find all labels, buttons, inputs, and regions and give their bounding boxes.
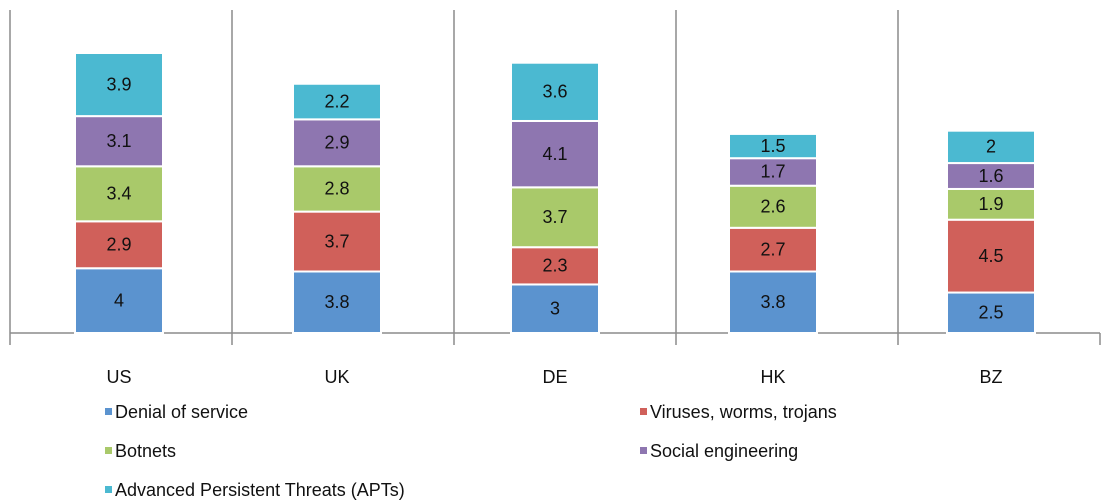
data-label: 3.7 — [542, 207, 567, 227]
data-label: 3.8 — [760, 292, 785, 312]
data-label: 3.7 — [324, 231, 349, 251]
data-label: 2.9 — [324, 133, 349, 153]
bar-segment — [510, 186, 600, 249]
bar-segment — [510, 119, 600, 189]
bar-segment — [292, 118, 382, 168]
legend-swatch — [105, 447, 112, 454]
bar-segment — [292, 270, 382, 334]
bar-segment — [510, 246, 600, 286]
data-label: 1.9 — [978, 194, 1003, 214]
data-label: 3.9 — [106, 74, 131, 94]
data-label: 2.7 — [760, 239, 785, 259]
data-label: 2.8 — [324, 179, 349, 199]
bar-segment — [292, 165, 382, 213]
data-label: 2.5 — [978, 303, 1003, 323]
bar-segment — [292, 210, 382, 273]
data-label: 3.6 — [542, 82, 567, 102]
legend-swatch — [640, 447, 647, 454]
legend-label: Advanced Persistent Threats (APTs) — [115, 480, 405, 500]
x-tick-label: DE — [542, 367, 567, 387]
data-label: 3 — [550, 298, 560, 318]
data-label: 4.5 — [978, 246, 1003, 266]
bar-segment — [728, 184, 818, 229]
data-label: 2 — [986, 137, 996, 157]
data-label: 3.4 — [106, 184, 131, 204]
bar-segment — [946, 218, 1036, 294]
data-label: 2.9 — [106, 235, 131, 255]
legend-label: Botnets — [115, 441, 176, 461]
bar-segment — [510, 283, 600, 335]
data-label: 1.5 — [760, 136, 785, 156]
bar-segment — [74, 267, 164, 334]
x-tick-label: UK — [324, 367, 349, 387]
legend-swatch — [105, 486, 112, 493]
x-tick-label: US — [106, 367, 131, 387]
bar-segment — [74, 52, 164, 118]
x-tick-label: HK — [760, 367, 785, 387]
bar-segment — [292, 82, 382, 121]
bar-segment — [728, 270, 818, 334]
bar-segment — [74, 220, 164, 270]
data-label: 4.1 — [542, 144, 567, 164]
data-label: 2.2 — [324, 91, 349, 111]
bar-segment — [728, 226, 818, 273]
legend-label: Viruses, worms, trojans — [650, 402, 837, 422]
bar-segment — [728, 132, 818, 160]
data-label: 2.6 — [760, 197, 785, 217]
bar-segment — [946, 162, 1036, 190]
data-label: 1.7 — [760, 162, 785, 182]
legend-swatch — [640, 408, 647, 415]
bar-segment — [946, 291, 1036, 334]
bar-segment — [74, 165, 164, 223]
legend-label: Social engineering — [650, 441, 798, 461]
data-label: 2.3 — [542, 256, 567, 276]
data-label: 1.6 — [978, 166, 1003, 186]
data-label: 3.8 — [324, 292, 349, 312]
x-tick-label: BZ — [979, 367, 1002, 387]
bar-segment — [510, 61, 600, 122]
data-label: 3.1 — [106, 131, 131, 151]
data-label: 4 — [114, 290, 124, 310]
legend-swatch — [105, 408, 112, 415]
legend-label: Denial of service — [115, 402, 248, 422]
bar-segment — [946, 129, 1036, 165]
bar-segment — [946, 187, 1036, 221]
bar-segment — [74, 115, 164, 168]
